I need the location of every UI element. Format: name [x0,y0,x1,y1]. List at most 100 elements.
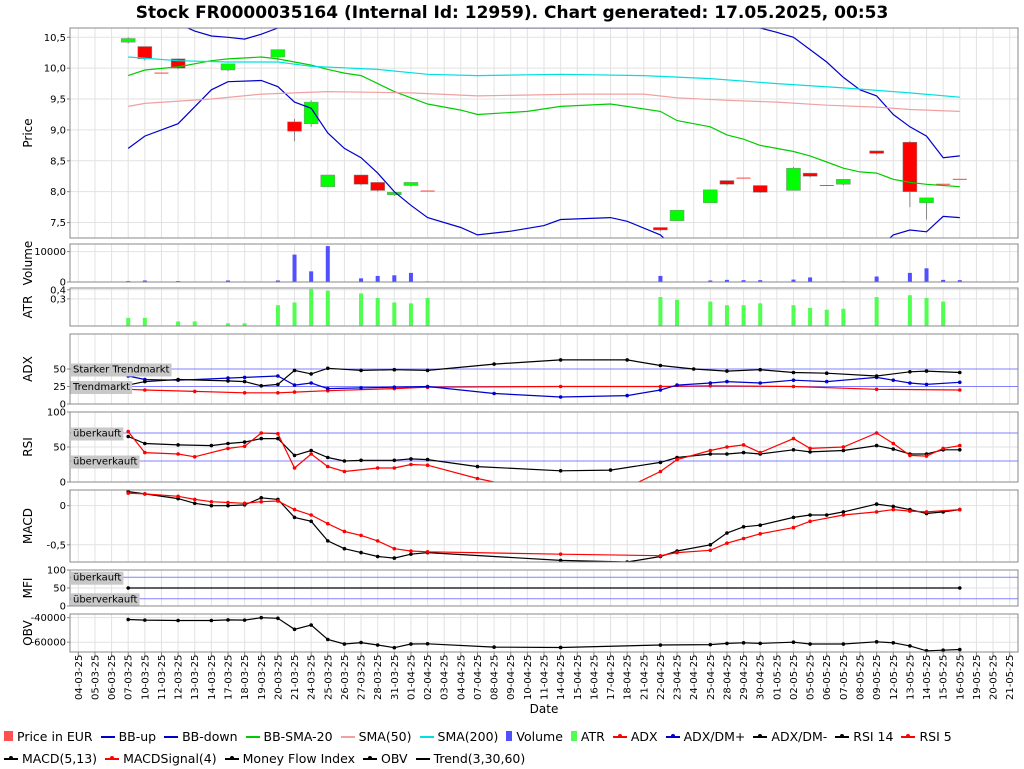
volume-bar [226,280,230,282]
series-marker [292,453,297,458]
legend-item: Money Flow Index [224,749,355,767]
x-tick-label: 11-04-25 [540,655,551,700]
series-marker [725,379,729,384]
series-marker [192,455,197,459]
series-marker [192,501,197,506]
macd-panel: -0,5 0 MACD [21,489,1019,563]
atr-bar [309,288,314,326]
series-marker [924,382,929,387]
volume-bar [275,280,280,282]
candle [752,185,768,193]
atr-bar [408,303,413,326]
candle-body [752,185,768,193]
x-tick-label: 22-04-25 [656,655,667,700]
series-marker [625,393,629,398]
x-tick-label: 19-05-25 [972,655,983,700]
series-marker [808,519,812,524]
candle [220,63,236,72]
legend-item: RSI 5 [901,727,952,745]
y-tick-label: 25 [53,382,66,393]
series-marker [957,647,962,652]
x-tick-label: 18-03-25 [240,655,251,700]
series-marker [276,436,280,441]
volume-bar [708,280,713,282]
atr-bar [375,297,380,326]
price-panel: 7,5 8,0 8,5 9,0 9,5 10,0 10,5 Price [21,27,1019,239]
y-axis-title: Volume [21,241,35,286]
series-marker [309,519,313,524]
plot-area [126,288,946,326]
series-marker [276,616,280,621]
candle-body [836,179,851,185]
reference-label: überverkauft [73,457,138,468]
candle-body [220,63,236,71]
candle-body [120,38,136,43]
reference-label: überkauft [73,573,121,584]
volume-bar [408,272,413,282]
reference-label: Starker Trendmarkt [73,365,170,376]
legend-item: BB-SMA-20 [245,727,333,745]
series-marker [409,642,413,646]
reference-label-bg [71,593,140,607]
volume-bar [142,280,147,282]
volume-bar [359,278,364,282]
series-marker [176,452,180,456]
series-marker [708,384,713,388]
x-tick-label: 18-04-25 [623,655,634,700]
series-marker [658,643,663,647]
series-marker [625,486,629,490]
candle [869,150,884,155]
series-marker [957,507,962,512]
series-marker [957,380,962,385]
y-axis-title: ATR [21,296,35,319]
series-marker [292,507,297,512]
legend-label: ADX/DM- [771,728,828,744]
candle [303,100,319,127]
series-marker [392,385,397,390]
legend-label: ADX [630,728,658,744]
x-tick-label: 07-04-25 [473,655,484,700]
atr-panel: 0,30,4 ATR [21,285,1019,327]
plot-area [70,429,1018,490]
series-marker [625,358,629,362]
reference-label: überkauft [73,429,121,440]
x-tick-label: 24-04-25 [689,655,700,700]
series-marker [941,446,945,451]
atr-bar [658,297,663,326]
series-line [128,359,960,387]
series-marker [675,383,679,387]
x-tick-label: 13-05-25 [905,655,916,700]
series-marker [492,391,496,396]
candle [653,227,668,232]
series-marker [342,546,347,551]
candle [703,189,718,204]
series-marker [924,454,929,458]
series-marker [758,381,763,385]
legend-symbol [340,731,355,741]
series-marker [725,452,729,456]
candle [320,174,336,187]
x-tick-label: 03-04-25 [440,655,451,700]
panel-frame [69,569,1019,607]
candle-body [703,189,718,204]
series-line [128,56,960,188]
reference-label-bg [71,455,140,469]
series-marker [908,453,912,458]
series-marker [908,509,912,513]
reference-label-bg [71,427,124,441]
series-marker [342,529,347,534]
legend-item: ATR [570,727,605,745]
legend-label: RSI 14 [853,728,894,744]
series-marker [558,558,563,562]
legend-item: Volume [506,727,563,745]
series-marker [791,370,796,375]
series-marker [758,523,763,528]
series-marker [392,546,397,551]
candle-body [869,150,884,154]
candle-body [802,172,818,177]
legend-symbol [164,731,179,741]
x-tick-label: 15-04-25 [573,655,584,700]
x-tick-label: 17-04-25 [606,655,617,700]
series-marker [708,542,713,547]
